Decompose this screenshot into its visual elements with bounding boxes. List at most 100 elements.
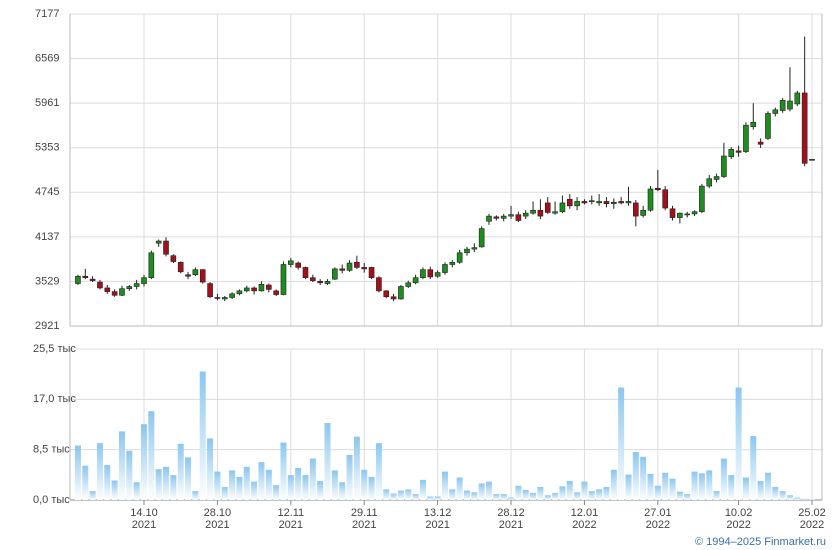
candle-body	[310, 277, 316, 281]
candle-body	[588, 200, 595, 203]
candle-body	[574, 201, 580, 207]
candle-body	[471, 247, 478, 250]
candle-body	[82, 275, 89, 278]
volume-bar	[809, 499, 815, 500]
volume-bar	[221, 486, 228, 500]
x-tick-label: 29.11	[351, 507, 378, 519]
candle-body	[75, 275, 81, 284]
x-tick-label: 27.01	[644, 507, 672, 519]
x-tick-label: 2021	[205, 519, 229, 531]
candle-body	[537, 209, 544, 217]
x-tick-label: 2021	[499, 519, 523, 531]
candle-body	[750, 121, 757, 127]
volume-bar	[471, 492, 478, 500]
volume-bar	[515, 485, 522, 500]
volume-bar	[779, 491, 786, 500]
volume-bar	[669, 478, 676, 500]
candle-body	[640, 209, 646, 216]
volume-bar	[419, 479, 426, 500]
candle-body	[214, 297, 221, 299]
volume-bar	[148, 411, 155, 500]
volume-bar	[214, 471, 221, 500]
volume-bar	[544, 495, 551, 500]
volume-bar	[750, 436, 757, 500]
volume-bar	[552, 492, 559, 500]
x-tick-label: 2022	[646, 519, 670, 531]
volume-bar	[522, 489, 529, 500]
volume-bar	[287, 475, 294, 500]
candle-body	[765, 113, 771, 139]
candle-body	[258, 283, 265, 292]
candle-body	[486, 215, 492, 222]
volume-bar	[742, 477, 749, 500]
candle-body	[119, 288, 125, 296]
x-tick-label: 2021	[132, 519, 156, 531]
volume-bar	[720, 458, 727, 500]
volume-bar	[493, 494, 500, 500]
candle-body	[398, 286, 404, 300]
copyright-link[interactable]: © 1994–2025 Finmarket.ru	[695, 536, 826, 548]
candle-body	[566, 198, 573, 207]
x-tick-label: 12.11	[277, 507, 304, 519]
candle-body	[522, 212, 529, 217]
candle-body	[155, 240, 162, 244]
candle-body	[456, 252, 463, 263]
candle-body	[618, 201, 624, 204]
volume-bar	[684, 494, 691, 500]
volume-bar	[596, 489, 603, 500]
volume-tick-label: 17,0 тыс	[33, 393, 76, 405]
volume-bar	[559, 486, 566, 500]
volume-bar	[324, 423, 331, 500]
candle-body	[581, 201, 588, 204]
candle-body	[104, 287, 111, 292]
volume-bar	[449, 489, 456, 500]
candle-body	[633, 202, 639, 217]
volume-bar	[654, 485, 661, 500]
candle-body	[500, 215, 507, 219]
volume-bar	[361, 469, 368, 500]
candle-body	[390, 296, 397, 300]
x-tick-label: 2021	[279, 519, 303, 531]
volume-bar	[618, 387, 625, 500]
candle-body	[713, 176, 720, 180]
volume-bar	[346, 454, 353, 500]
candle-body	[141, 277, 147, 284]
candle-body	[449, 261, 456, 265]
candle-body	[420, 269, 426, 278]
volume-bar	[405, 489, 412, 500]
volume-bar	[478, 483, 485, 500]
volume-bar	[111, 480, 118, 500]
volume-bar	[273, 485, 280, 500]
candle-body	[126, 286, 133, 289]
y-tick-label: 6569	[35, 52, 59, 64]
volume-bar	[728, 475, 735, 500]
candle-body	[721, 155, 727, 177]
volume-bar	[82, 465, 89, 500]
volume-bar	[456, 477, 463, 500]
volume-bar	[258, 462, 265, 500]
volume-bar	[118, 431, 125, 500]
candle-body	[163, 240, 169, 255]
candle-body	[515, 214, 522, 221]
volume-bar	[640, 456, 647, 500]
candle-body	[434, 272, 441, 277]
candle-body	[787, 100, 793, 110]
candle-body	[596, 201, 602, 204]
candle-body	[801, 92, 808, 164]
x-tick-label: 28.12	[497, 507, 525, 519]
candle-body	[706, 178, 713, 187]
candle-body	[354, 261, 360, 268]
volume-bar	[566, 481, 573, 500]
volume-bar	[104, 465, 111, 500]
volume-bar	[163, 466, 170, 500]
volume-bar	[192, 491, 199, 500]
volume-bar	[295, 468, 302, 500]
x-tick-label: 2022	[726, 519, 750, 531]
volume-bar	[339, 482, 346, 500]
volume-bar	[229, 470, 236, 500]
candle-body	[677, 212, 683, 218]
volume-bar	[207, 438, 214, 500]
candle-body	[192, 269, 199, 276]
candle-body	[691, 211, 698, 215]
